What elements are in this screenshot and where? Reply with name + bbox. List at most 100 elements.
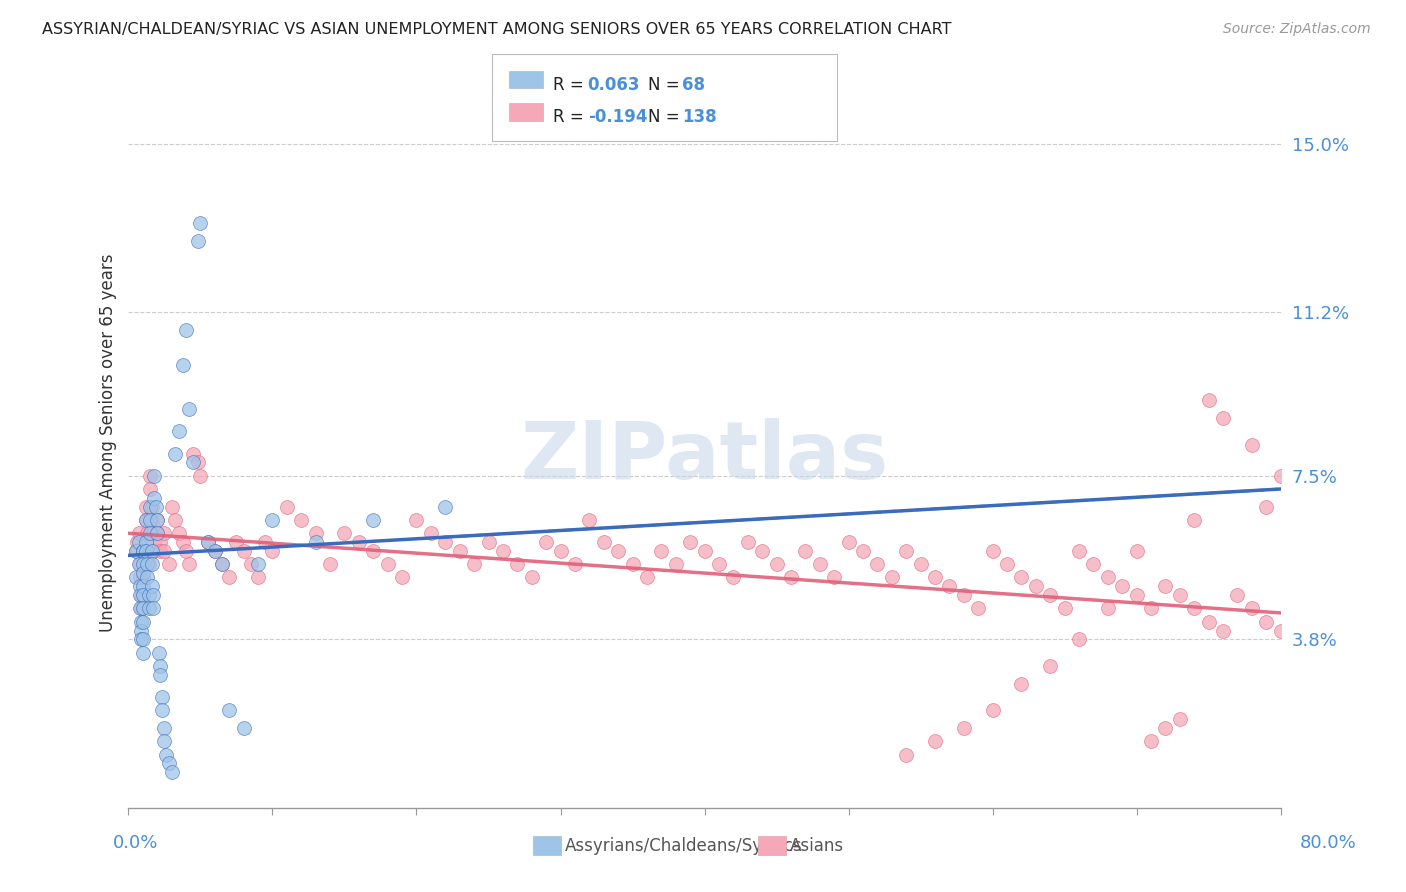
Point: [506, 558, 529, 572]
Point: [578, 513, 600, 527]
Point: [520, 570, 543, 584]
Point: [149, 668, 172, 682]
Point: [1212, 411, 1234, 425]
Point: [1140, 601, 1163, 615]
Point: [148, 646, 170, 660]
Point: [190, 468, 212, 483]
Point: [405, 513, 427, 527]
Point: [157, 558, 180, 572]
Point: [131, 624, 153, 638]
Point: [142, 601, 165, 615]
Point: [239, 558, 262, 572]
Point: [146, 513, 169, 527]
Point: [143, 468, 166, 483]
Point: [131, 601, 153, 615]
Point: [1111, 579, 1133, 593]
Point: [127, 535, 149, 549]
Point: [141, 513, 163, 527]
Point: [665, 558, 688, 572]
Point: [319, 558, 342, 572]
Point: [132, 558, 155, 572]
Point: [607, 544, 630, 558]
Text: N =: N =: [648, 76, 685, 94]
Point: [218, 570, 240, 584]
Point: [391, 570, 413, 584]
Point: [135, 544, 157, 558]
Point: [143, 535, 166, 549]
Point: [808, 558, 831, 572]
Point: [150, 690, 173, 704]
Point: [145, 500, 167, 514]
Point: [128, 558, 150, 572]
Point: [1125, 588, 1147, 602]
Point: [135, 500, 157, 514]
Point: [142, 526, 165, 541]
Point: [149, 659, 172, 673]
Point: [1256, 500, 1278, 514]
Point: [177, 402, 200, 417]
Point: [636, 570, 658, 584]
Point: [1010, 570, 1032, 584]
Point: [132, 558, 155, 572]
Point: [146, 526, 169, 541]
Point: [135, 535, 157, 549]
Point: [149, 544, 172, 558]
Point: [187, 455, 209, 469]
Point: [1198, 393, 1220, 408]
Point: [160, 765, 183, 780]
Point: [276, 500, 298, 514]
Point: [132, 588, 155, 602]
Point: [190, 217, 212, 231]
Point: [981, 544, 1004, 558]
Point: [952, 721, 974, 735]
Point: [967, 601, 990, 615]
Point: [139, 500, 162, 514]
Point: [167, 526, 190, 541]
Point: [132, 566, 155, 580]
Point: [880, 570, 903, 584]
Point: [160, 500, 183, 514]
Point: [131, 632, 153, 647]
Point: [138, 588, 160, 602]
Point: [1097, 570, 1119, 584]
Point: [254, 535, 277, 549]
Point: [136, 570, 159, 584]
Point: [124, 544, 146, 558]
Point: [129, 558, 152, 572]
Point: [723, 570, 745, 584]
Point: [143, 544, 166, 558]
Point: [333, 526, 356, 541]
Point: [132, 544, 155, 558]
Point: [924, 570, 946, 584]
Point: [1270, 624, 1292, 638]
Point: [153, 721, 176, 735]
Point: [780, 570, 803, 584]
Point: [363, 513, 385, 527]
Point: [141, 500, 163, 514]
Point: [1212, 624, 1234, 638]
Point: [363, 544, 385, 558]
Point: [211, 558, 233, 572]
Point: [124, 544, 146, 558]
Point: [1125, 544, 1147, 558]
Point: [132, 588, 155, 602]
Point: [1240, 438, 1263, 452]
Text: N =: N =: [648, 108, 685, 126]
Point: [1154, 721, 1177, 735]
Point: [167, 425, 190, 439]
Text: ASSYRIAN/CHALDEAN/SYRIAC VS ASIAN UNEMPLOYMENT AMONG SENIORS OVER 65 YEARS CORRE: ASSYRIAN/CHALDEAN/SYRIAC VS ASIAN UNEMPL…: [42, 22, 952, 37]
Point: [174, 323, 197, 337]
Text: Source: ZipAtlas.com: Source: ZipAtlas.com: [1223, 22, 1371, 37]
Point: [132, 632, 155, 647]
Point: [129, 588, 152, 602]
Point: [1168, 712, 1191, 726]
Point: [136, 558, 159, 572]
Point: [679, 535, 702, 549]
Text: R =: R =: [553, 108, 589, 126]
Point: [262, 513, 284, 527]
Point: [211, 558, 233, 572]
Point: [1240, 601, 1263, 615]
Point: [449, 544, 471, 558]
Point: [1039, 588, 1062, 602]
Point: [232, 544, 254, 558]
